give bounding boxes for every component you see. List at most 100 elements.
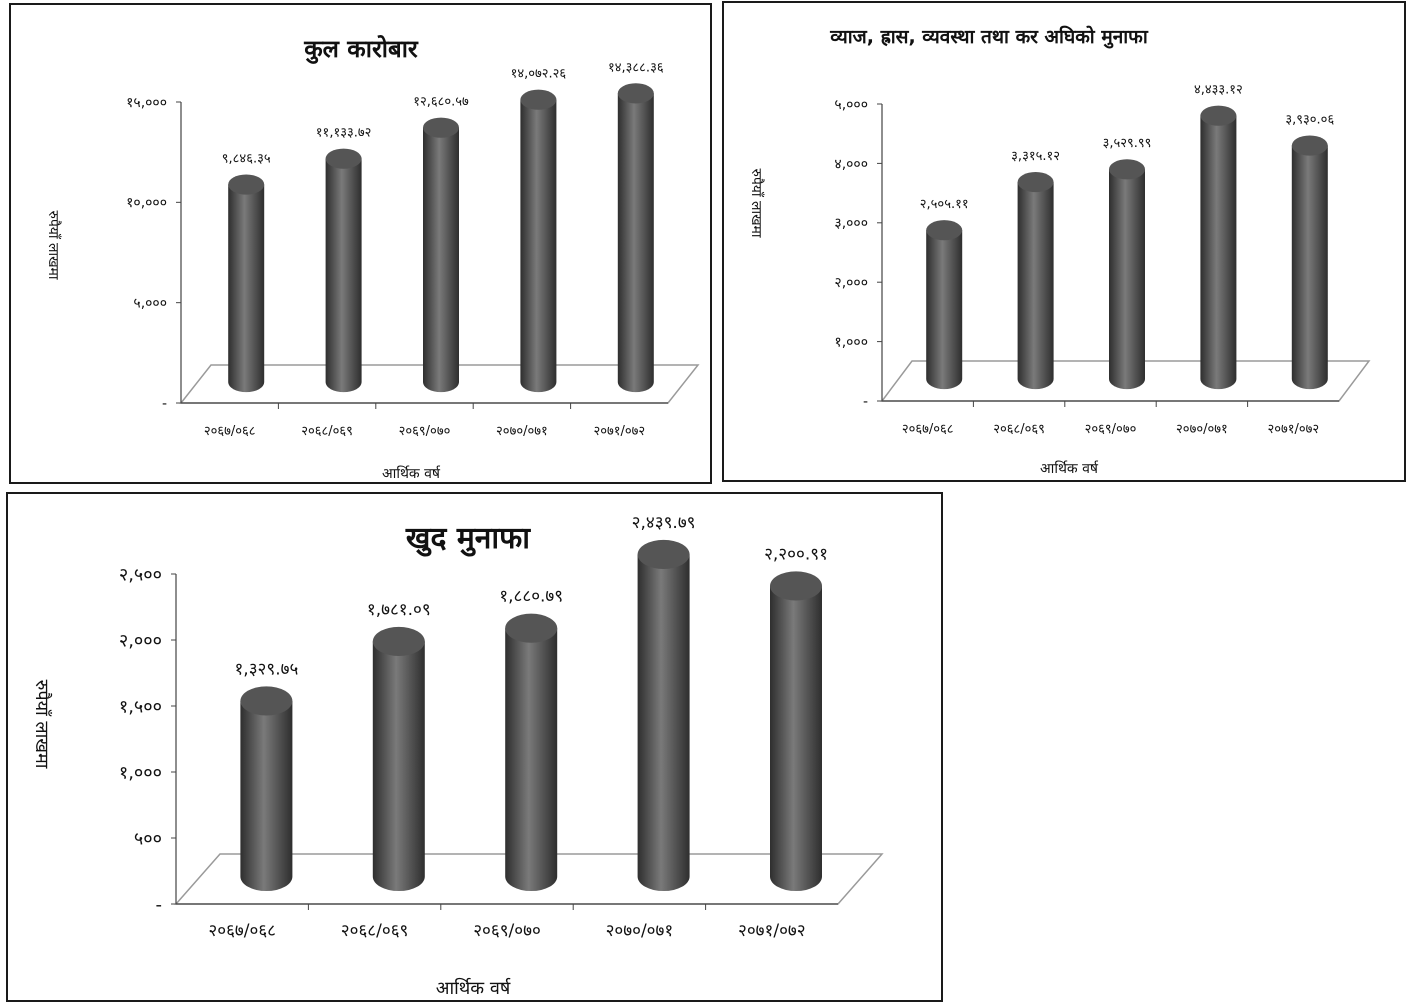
bar-top <box>1291 135 1328 156</box>
bar <box>1291 135 1328 390</box>
bar <box>423 117 459 393</box>
bar <box>228 174 265 393</box>
y-tick-label: २,००० <box>834 275 868 291</box>
bar <box>505 613 558 892</box>
bar-body <box>1109 169 1145 390</box>
y-tick-label: १०,००० <box>126 195 167 211</box>
bar-top <box>770 571 822 601</box>
chart-title: कुल कारोबार <box>303 35 419 64</box>
x-tick-label: २०७०/०७१ <box>496 424 548 439</box>
bar-body <box>1017 182 1054 390</box>
bar-body <box>325 158 362 393</box>
bar <box>926 220 963 390</box>
bar-top <box>1200 105 1237 126</box>
bar-body <box>617 93 654 393</box>
bar <box>325 148 362 393</box>
y-tick-label: १,००० <box>119 762 162 783</box>
bar-top <box>637 539 690 570</box>
x-tick-label: २०७०/०७१ <box>606 921 674 941</box>
y-tick-label: ५०० <box>134 828 162 849</box>
bar-top <box>325 148 362 169</box>
data-label: २,२००.९१ <box>764 544 828 564</box>
x-tick-label: २०६८/०६९ <box>993 422 1045 437</box>
bar-body <box>1291 145 1328 390</box>
bar <box>770 571 822 892</box>
y-tick-label: ४,००० <box>834 156 868 172</box>
bar-top <box>926 220 963 241</box>
data-label: ११,१३३.७२ <box>316 126 372 141</box>
x-tick-label: २०६७/०६८ <box>208 921 276 941</box>
y-axis-label: रुपैयाँ लाखमा <box>31 680 53 769</box>
data-label: १४,०७२.२६ <box>511 67 567 82</box>
y-tick-label: २,००० <box>119 630 162 651</box>
bar-top <box>505 613 558 643</box>
y-tick-label: १५,००० <box>126 95 167 111</box>
x-axis-label: आर्थिक वर्ष <box>1040 460 1099 477</box>
bar-top <box>1109 159 1145 180</box>
x-tick-label: २०६७/०६८ <box>204 424 256 439</box>
bar-top <box>1017 172 1054 193</box>
x-tick-label: २०६९/०७० <box>1085 422 1137 437</box>
y-tick-label: १,५०० <box>119 696 162 717</box>
x-tick-label: २०७१/०७२ <box>738 921 806 941</box>
bar-top <box>240 686 293 716</box>
y-tick-label: २,५०० <box>119 564 162 585</box>
bar-body <box>1200 115 1237 390</box>
bar-top <box>520 89 557 110</box>
data-label: ३,५२९.९९ <box>1103 136 1152 151</box>
bar-top <box>423 117 459 138</box>
data-label: १४,३८८.३६ <box>608 60 664 75</box>
y-tick-label: - <box>863 394 868 410</box>
y-tick-label: ५,००० <box>834 97 868 113</box>
bar-body <box>520 99 557 393</box>
data-label: २,५०५.११ <box>920 197 969 212</box>
bar-body <box>423 127 459 393</box>
x-tick-label: २०७०/०७१ <box>1176 422 1228 437</box>
chart-title: व्याज, ह्रास, व्यवस्था तथा कर अघिको मुना… <box>829 25 1149 49</box>
x-tick-label: २०६९/०७० <box>399 424 451 439</box>
bar-top <box>617 83 654 104</box>
y-tick-label: ३,००० <box>834 216 868 232</box>
bar <box>617 83 654 393</box>
data-label: १,३२९.७५ <box>234 659 298 679</box>
data-label: ९,८४६.३५ <box>222 151 271 166</box>
bar <box>1109 159 1145 390</box>
chart-panel-ebitda: व्याज, ह्रास, व्यवस्था तथा कर अघिको मुना… <box>722 1 1406 482</box>
x-tick-label: २०७१/०७२ <box>1267 422 1319 437</box>
bar <box>240 686 293 892</box>
data-label: ३,९३०.०६ <box>1285 112 1334 127</box>
x-axis-label: आर्थिक वर्ष <box>382 465 441 482</box>
x-tick-label: २०६८/०६९ <box>341 921 409 941</box>
data-label: १,७८१.०९ <box>367 600 431 620</box>
bar-body <box>505 628 558 892</box>
chart-title: खुद मुनाफा <box>405 521 531 557</box>
data-label: १,८८०.७९ <box>499 587 563 607</box>
x-axis-label: आर्थिक वर्ष <box>436 977 512 999</box>
data-label: ४,४३३.१२ <box>1194 83 1243 98</box>
bar-body <box>637 554 690 892</box>
bar-body <box>770 585 822 892</box>
chart-panel-net-profit: खुद मुनाफा - ५०० १,००० १,५०० २,००० २,५०० २०६७/०… <box>6 492 943 1002</box>
y-axis-label: रुपैयाँ लाखमा <box>45 210 62 279</box>
data-label: २,४३९.७९ <box>632 513 696 533</box>
bar <box>637 539 690 892</box>
y-tick-label: ५,००० <box>133 296 167 312</box>
x-tick-label: २०६९/०७० <box>473 921 541 941</box>
x-tick-label: २०६७/०६८ <box>902 422 954 437</box>
y-tick-label: १,००० <box>834 335 868 351</box>
chart-panel-total-turnover: कुल कारोबार - ५,००० १०,००० १५,००० २०६७/०६८ ९,८… <box>9 3 712 484</box>
bar-body <box>372 641 425 892</box>
chart-net-profit: खुद मुनाफा - ५०० १,००० १,५०० २,००० २,५०० २०६७/०… <box>31 513 884 999</box>
data-label: ३,३१५.१२ <box>1011 149 1060 164</box>
bar <box>520 89 557 393</box>
y-axis-label: रुपैयाँ लाखमा <box>748 168 765 237</box>
bar <box>1017 172 1054 390</box>
chart-ebitda: व्याज, ह्रास, व्यवस्था तथा कर अघिको मुना… <box>748 25 1371 477</box>
y-tick-label: - <box>156 894 163 915</box>
bar-body <box>228 184 265 393</box>
data-label: १२,६८०.५७ <box>413 95 469 110</box>
y-tick-label: - <box>162 396 167 412</box>
bar <box>372 626 425 892</box>
bar-top <box>228 174 265 195</box>
bar-body <box>926 230 963 390</box>
